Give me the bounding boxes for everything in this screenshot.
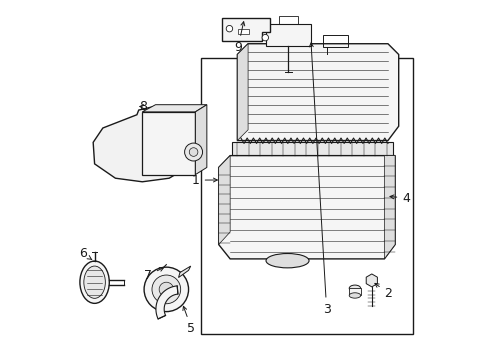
Ellipse shape — [348, 285, 360, 292]
Bar — [278, 16, 298, 24]
Polygon shape — [366, 274, 377, 287]
Text: 7: 7 — [143, 267, 163, 282]
Polygon shape — [237, 44, 247, 140]
Ellipse shape — [265, 253, 308, 268]
Text: 5: 5 — [183, 306, 195, 335]
Bar — [231, 142, 392, 156]
Bar — [201, 58, 412, 334]
Ellipse shape — [348, 293, 360, 298]
Text: 8: 8 — [139, 100, 147, 113]
Bar — [348, 288, 360, 296]
Circle shape — [152, 275, 180, 304]
Polygon shape — [384, 156, 394, 259]
Ellipse shape — [83, 266, 105, 298]
Text: 1: 1 — [191, 174, 217, 186]
Text: 2: 2 — [374, 283, 391, 300]
Circle shape — [144, 267, 188, 312]
Polygon shape — [156, 286, 178, 319]
Text: 4: 4 — [389, 192, 409, 204]
Polygon shape — [218, 156, 394, 259]
Polygon shape — [222, 18, 270, 41]
Polygon shape — [218, 156, 230, 244]
Ellipse shape — [80, 261, 109, 303]
Bar — [238, 29, 248, 34]
Polygon shape — [142, 105, 206, 112]
Circle shape — [262, 35, 268, 41]
Text: 6: 6 — [79, 247, 92, 260]
Circle shape — [159, 282, 173, 297]
Bar — [322, 35, 347, 46]
Polygon shape — [93, 107, 204, 182]
Text: 3: 3 — [309, 43, 330, 316]
Bar — [265, 24, 310, 45]
Polygon shape — [237, 44, 398, 140]
Circle shape — [226, 26, 232, 32]
Bar — [142, 112, 195, 175]
Polygon shape — [178, 266, 190, 278]
Polygon shape — [195, 105, 206, 175]
Text: 9: 9 — [234, 22, 244, 54]
Circle shape — [189, 148, 198, 156]
Circle shape — [184, 143, 202, 161]
